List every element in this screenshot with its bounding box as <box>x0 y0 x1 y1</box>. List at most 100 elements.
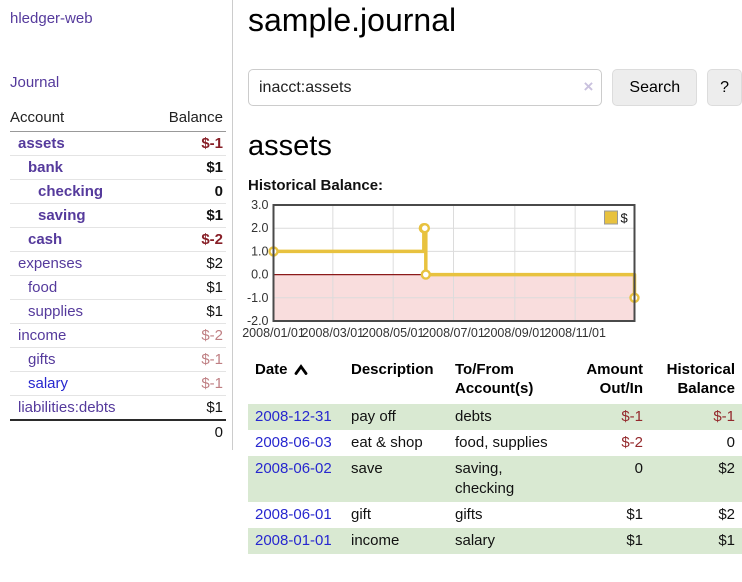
account-link[interactable]: liabilities:debts <box>18 399 116 416</box>
account-balance: $1 <box>150 299 226 324</box>
svg-text:0.0: 0.0 <box>251 268 268 282</box>
accounts-total-value: 0 <box>150 419 226 444</box>
transaction-date-link[interactable]: 2008-06-02 <box>255 460 332 477</box>
transaction-date-link[interactable]: 2008-06-01 <box>255 506 332 523</box>
transaction-balance: $2 <box>718 460 735 477</box>
account-row: salary $-1 <box>10 371 226 396</box>
account-balance: $1 <box>150 155 226 180</box>
account-row: saving $1 <box>10 203 226 228</box>
main-content: sample.journal × Search ? assets Histori… <box>242 0 742 554</box>
account-link[interactable]: bank <box>28 159 64 176</box>
transaction-description: pay off <box>351 408 396 425</box>
register-table: Date Description To/From Account(s) Amou… <box>248 358 742 554</box>
transaction-date-link[interactable]: 2008-06-03 <box>255 434 332 451</box>
transaction-accounts: saving, checking <box>455 460 515 497</box>
account-balance: $1 <box>150 275 226 300</box>
account-row: bank $1 <box>10 155 226 180</box>
account-link[interactable]: income <box>18 327 67 344</box>
amount-header-line1: Amount <box>586 361 643 378</box>
svg-text:2008/09/01: 2008/09/01 <box>484 326 547 340</box>
account-link[interactable]: assets <box>18 135 65 152</box>
accounts-header-account: Account <box>10 106 151 132</box>
svg-text:3.0: 3.0 <box>251 198 268 212</box>
accounts-table: Account Balance assets $-1 bank $1 checking 0… <box>10 106 226 444</box>
transaction-row[interactable]: 2008-01-01 income salary $1 $1 <box>248 528 742 554</box>
transaction-balance: $2 <box>718 506 735 523</box>
account-balance: $-1 <box>150 347 226 372</box>
register-header-balance: Historical Balance <box>650 358 742 404</box>
transaction-accounts: salary <box>455 532 496 549</box>
historical-balance-chart[interactable]: $3.0 2.0 1.0 0.0 -1.0 -2.02008/01/012008/03/0… <box>242 198 742 348</box>
transaction-description: gift <box>351 506 372 523</box>
account-name-cell: liabilities:debts <box>10 395 151 421</box>
account-link[interactable]: saving <box>38 207 86 224</box>
svg-text:2.0: 2.0 <box>251 221 268 235</box>
search-button[interactable]: Search <box>612 69 698 106</box>
register-header-date[interactable]: Date <box>248 358 344 404</box>
date-header-label: Date <box>255 361 288 378</box>
account-link[interactable]: checking <box>38 183 104 200</box>
transaction-balance: 0 <box>726 434 735 451</box>
account-link[interactable]: cash <box>28 231 63 248</box>
account-name-cell: salary <box>10 371 151 396</box>
transaction-date-cell: 2008-06-02 <box>248 456 344 502</box>
transaction-amount: $-1 <box>621 408 643 425</box>
transaction-row[interactable]: 2008-06-03 eat & shop food, supplies $-2 0 <box>248 430 742 456</box>
transaction-date-link[interactable]: 2008-01-01 <box>255 532 332 549</box>
transaction-balance: $1 <box>718 532 735 549</box>
account-balance: $-2 <box>150 323 226 348</box>
app-title-link[interactable]: hledger-web <box>10 10 93 27</box>
clear-search-icon[interactable]: × <box>583 77 594 96</box>
sidebar-item-journal[interactable]: Journal <box>10 74 60 91</box>
transaction-amount: $1 <box>626 506 643 523</box>
account-name-cell: bank <box>10 155 151 180</box>
help-button[interactable]: ? <box>707 69 742 106</box>
accounts-header-line2: Account(s) <box>455 380 534 397</box>
account-name-cell: checking <box>10 179 151 204</box>
account-balance: $-1 <box>150 131 226 156</box>
svg-text:-1.0: -1.0 <box>247 291 269 305</box>
svg-text:2008/05/01: 2008/05/01 <box>362 326 425 340</box>
account-balance: $-1 <box>150 371 226 396</box>
transaction-accounts: food, supplies <box>455 434 548 451</box>
account-link[interactable]: salary <box>28 375 69 392</box>
transaction-accounts: gifts <box>455 506 483 523</box>
search-box: × <box>248 69 603 106</box>
svg-text:2008/07/01: 2008/07/01 <box>422 326 485 340</box>
transaction-date-link[interactable]: 2008-12-31 <box>255 408 332 425</box>
balance-header-line1: Historical <box>666 361 735 378</box>
accounts-header-balance: Balance <box>150 106 226 132</box>
account-name-cell: income <box>10 323 151 348</box>
svg-text:1.0: 1.0 <box>251 244 268 258</box>
account-name-cell: assets <box>10 131 151 156</box>
account-link[interactable]: gifts <box>28 351 56 368</box>
transaction-amount: 0 <box>634 460 643 477</box>
register-header-row: Date Description To/From Account(s) Amou… <box>248 358 742 404</box>
account-link[interactable]: food <box>28 279 58 296</box>
account-link[interactable]: supplies <box>28 303 84 320</box>
page-title: sample.journal <box>248 2 457 38</box>
account-name-cell: expenses <box>10 251 151 276</box>
transaction-date-cell: 2008-12-31 <box>248 404 344 430</box>
account-name-cell: cash <box>10 227 151 252</box>
balance-header-line2: Balance <box>677 380 735 397</box>
register-header-accounts: To/From Account(s) <box>448 358 566 404</box>
search-form: × Search ? <box>248 69 742 106</box>
account-row: gifts $-1 <box>10 347 226 372</box>
account-name-cell: gifts <box>10 347 151 372</box>
account-row: assets $-1 <box>10 131 226 156</box>
accounts-total-spacer <box>10 419 151 444</box>
account-row: supplies $1 <box>10 299 226 324</box>
transaction-row[interactable]: 2008-06-02 save saving, checking 0 $2 <box>248 456 742 502</box>
account-row: expenses $2 <box>10 251 226 276</box>
account-heading: assets <box>248 130 332 162</box>
account-name-cell: supplies <box>10 299 151 324</box>
accounts-header-line1: To/From <box>455 361 514 378</box>
account-link[interactable]: expenses <box>18 255 83 272</box>
transaction-balance: $-1 <box>713 408 735 425</box>
transaction-row[interactable]: 2008-12-31 pay off debts $-1 $-1 <box>248 404 742 430</box>
transaction-accounts: debts <box>455 408 492 425</box>
search-input[interactable] <box>248 69 603 106</box>
transaction-row[interactable]: 2008-06-01 gift gifts $1 $2 <box>248 502 742 528</box>
account-balance: $2 <box>150 251 226 276</box>
